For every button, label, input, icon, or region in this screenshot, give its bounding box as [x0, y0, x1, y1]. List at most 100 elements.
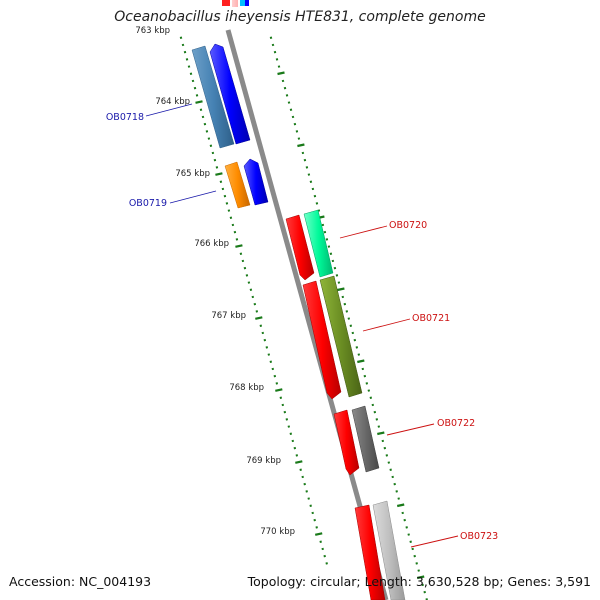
minor-tick: [305, 166, 309, 169]
scale-ticks: [179, 36, 428, 600]
minor-tick: [263, 338, 267, 342]
minor-tick: [315, 202, 319, 205]
minor-tick: [213, 158, 217, 162]
minor-tick: [365, 382, 369, 385]
minor-tick: [287, 425, 291, 428]
minor-tick: [191, 79, 195, 83]
gene-label-ob0718[interactable]: OB0718: [106, 112, 144, 123]
minor-tick: [215, 166, 219, 169]
minor-tick: [411, 547, 414, 551]
gene-ob0723-silver[interactable]: [372, 500, 406, 600]
gene-ob0719-blue[interactable]: [243, 158, 269, 206]
kbp-label: 769 kbp: [246, 456, 281, 466]
minor-tick: [401, 511, 404, 515]
gene-label-ob0723[interactable]: OB0723: [460, 531, 498, 542]
minor-tick: [345, 310, 349, 313]
minor-tick: [381, 439, 385, 443]
minor-tick: [415, 562, 418, 565]
minor-tick: [327, 245, 331, 248]
minor-tick: [343, 302, 347, 306]
minor-tick: [397, 497, 400, 500]
minor-tick: [253, 302, 257, 306]
minor-tick: [377, 425, 381, 428]
gene-label-ob0721[interactable]: OB0721: [412, 313, 450, 324]
major-tick: [295, 460, 303, 464]
accession-text: Accession: NC_004193: [9, 574, 152, 589]
major-tick: [377, 431, 385, 436]
minor-tick: [373, 410, 377, 414]
gene-ob0721-olive[interactable]: [319, 275, 363, 398]
minor-tick: [233, 230, 237, 234]
minor-tick: [187, 65, 191, 68]
minor-tick: [225, 202, 229, 205]
minor-tick: [289, 108, 293, 111]
major-tick: [255, 316, 263, 320]
minor-tick: [369, 396, 373, 399]
major-tick: [314, 532, 323, 536]
minor-tick: [325, 562, 328, 565]
minor-tick: [301, 475, 304, 479]
minor-tick: [341, 295, 345, 299]
minor-tick: [323, 554, 326, 558]
major-tick: [275, 388, 283, 392]
minor-tick: [311, 187, 315, 191]
minor-tick: [183, 50, 187, 54]
gene-ob0722-red[interactable]: [333, 409, 360, 476]
minor-tick: [201, 115, 205, 119]
minor-tick: [273, 374, 277, 378]
minor-tick: [295, 454, 299, 457]
gene-ob0722-dimgray[interactable]: [351, 405, 380, 473]
gene-label-ob0720[interactable]: OB0720: [389, 220, 427, 231]
minor-tick: [283, 410, 287, 414]
gene-ob0723-red[interactable]: [354, 504, 386, 600]
minor-tick: [291, 115, 295, 119]
minor-tick: [349, 324, 353, 327]
minor-tick: [185, 58, 189, 61]
minor-tick: [231, 223, 235, 227]
minor-tick: [315, 526, 318, 529]
minor-tick: [205, 130, 209, 133]
minor-tick: [247, 281, 251, 284]
minor-tick: [363, 374, 367, 378]
minor-tick: [421, 583, 424, 587]
minor-tick: [313, 194, 317, 198]
minor-tick: [303, 482, 306, 486]
kbp-label: 766 kbp: [194, 239, 229, 249]
right-gene-labels: OB0720 OB0721 OB0722 OB0723: [339, 220, 498, 548]
minor-tick: [235, 238, 239, 241]
minor-tick: [193, 86, 197, 90]
minor-tick: [423, 590, 426, 594]
top-edge-genes: [222, 0, 249, 7]
gene-features: [191, 43, 406, 600]
minor-tick: [195, 94, 199, 97]
minor-tick: [287, 101, 291, 104]
minor-tick: [367, 389, 371, 392]
gene-label-ob0722[interactable]: OB0722: [437, 418, 475, 429]
minor-tick: [297, 137, 301, 140]
gene-ob0718-steelblue[interactable]: [191, 45, 235, 149]
gene-ob0719-orange[interactable]: [224, 161, 251, 209]
minor-tick: [407, 533, 410, 536]
minor-tick: [207, 137, 211, 140]
minor-tick: [307, 173, 311, 176]
major-tick: [195, 100, 203, 104]
gene-ob0721-red[interactable]: [302, 280, 342, 400]
kbp-label: 770 kbp: [260, 527, 295, 537]
minor-tick: [337, 281, 341, 284]
minor-tick: [393, 482, 396, 486]
minor-tick: [245, 274, 249, 277]
major-tick: [396, 503, 405, 508]
map-title: Oceanobacillus iheyensis HTE831, complet…: [114, 9, 486, 25]
minor-tick: [281, 79, 285, 83]
minor-tick: [271, 367, 275, 371]
gene-ob0718-blue[interactable]: [209, 43, 251, 145]
minor-tick: [321, 223, 325, 227]
minor-tick: [413, 554, 416, 558]
gene-ob0720-red[interactable]: [285, 214, 315, 281]
gene-ob0720-mint[interactable]: [303, 209, 334, 278]
gene-label-ob0719[interactable]: OB0719: [129, 198, 167, 209]
minor-tick: [239, 252, 243, 255]
minor-tick: [355, 346, 359, 349]
minor-tick: [285, 418, 289, 421]
genome-backbone: [225, 29, 389, 600]
